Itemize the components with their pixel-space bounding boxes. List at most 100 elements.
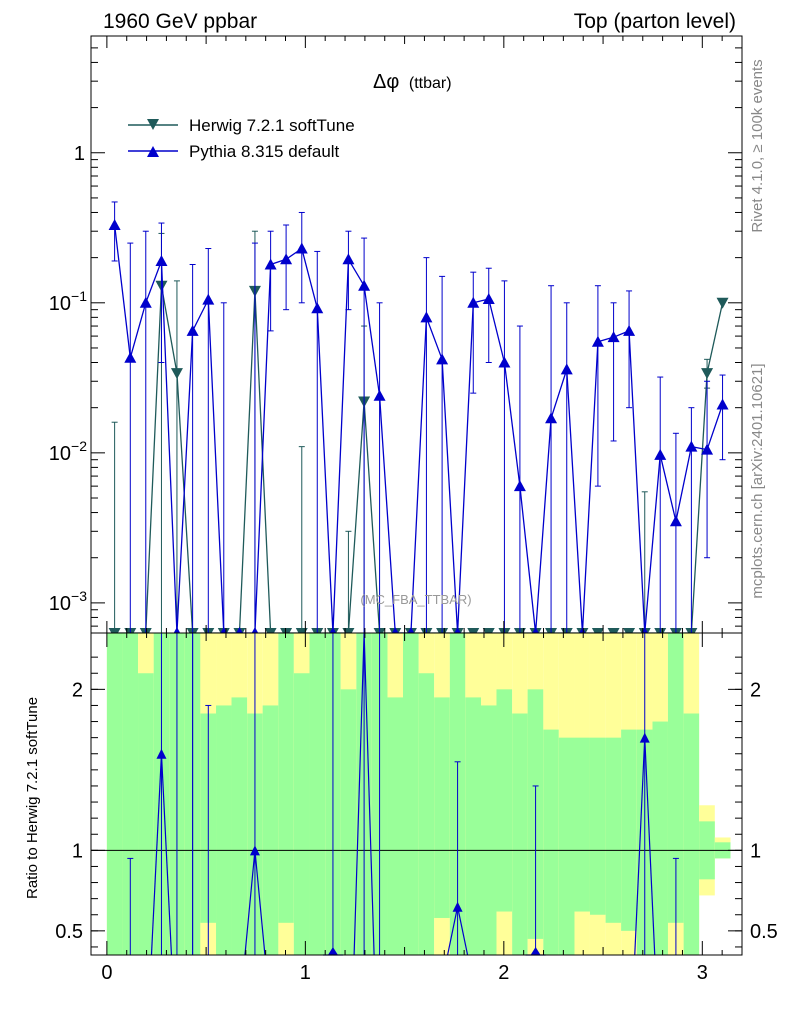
data-point-marker bbox=[482, 293, 495, 305]
legend-herwig-label: Herwig 7.2.1 softTune bbox=[189, 116, 355, 135]
data-point-marker bbox=[701, 443, 714, 455]
data-point-marker bbox=[545, 412, 558, 424]
ratio-axis-ticks: 0.5 0.5 1 1 2 2 0 1 2 3 bbox=[55, 633, 778, 984]
main-y-tick-label: 10−1 bbox=[49, 288, 87, 315]
ratio-data-layer bbox=[91, 632, 742, 956]
ratio-y-tick-label: 2 bbox=[72, 679, 83, 701]
data-point-marker bbox=[108, 219, 121, 231]
mcplots-label: mcplots.cern.ch [arXiv:2401.10621] bbox=[749, 363, 766, 598]
header-right: Top (parton level) bbox=[574, 10, 736, 33]
legend-pythia-label: Pythia 8.315 default bbox=[189, 142, 340, 161]
data-point-marker bbox=[186, 324, 199, 336]
data-point-marker bbox=[513, 480, 526, 492]
ratio-y-tick-label-right: 0.5 bbox=[750, 921, 778, 943]
data-point-marker bbox=[623, 324, 636, 336]
data-point-marker bbox=[311, 302, 324, 314]
uncertainty-band-green bbox=[293, 673, 310, 955]
ratio-point-marker bbox=[530, 947, 541, 955]
data-point-marker bbox=[607, 331, 620, 343]
data-point-marker bbox=[155, 254, 168, 266]
uncertainty-band-green bbox=[465, 697, 482, 955]
ratio-x-tick-label: 1 bbox=[300, 962, 311, 984]
main-y-tick-label: 10−2 bbox=[49, 438, 87, 465]
main-y-tick-label: 1 bbox=[74, 143, 85, 165]
ratio-point-marker bbox=[452, 901, 463, 912]
data-point-marker bbox=[467, 296, 480, 308]
uncertainty-band-green bbox=[216, 705, 232, 955]
ratio-point-marker bbox=[327, 947, 338, 955]
header-left: 1960 GeV ppbar bbox=[103, 10, 257, 33]
chart-title-suffix: (ttbar) bbox=[409, 75, 452, 92]
rivet-label: Rivet 4.1.0, ≥ 100k events bbox=[749, 59, 766, 232]
ratio-line bbox=[634, 737, 646, 956]
ratio-line bbox=[353, 632, 365, 956]
uncertainty-band-green bbox=[138, 673, 154, 955]
uncertainty-band-green bbox=[652, 721, 668, 955]
data-point-marker bbox=[654, 448, 667, 460]
uncertainty-band-green bbox=[122, 633, 139, 955]
ratio-panel-frame bbox=[90, 632, 743, 956]
data-point-marker bbox=[685, 440, 698, 452]
main-axis-ticks: 1 10−1 10−2 10−3 bbox=[49, 35, 742, 633]
uncertainty-band-green bbox=[589, 737, 606, 915]
legend-pythia-marker bbox=[147, 146, 159, 157]
series-line-0 bbox=[114, 285, 724, 634]
data-point-marker bbox=[420, 311, 433, 323]
main-panel bbox=[108, 201, 729, 639]
data-point-marker bbox=[170, 368, 183, 380]
ratio-y-tick-label: 0.5 bbox=[55, 921, 83, 943]
ratio-point-marker bbox=[249, 845, 260, 856]
data-point-marker bbox=[591, 335, 604, 347]
uncertainty-band-green bbox=[403, 633, 419, 955]
uncertainty-band-green bbox=[574, 737, 590, 912]
uncertainty-band-green bbox=[231, 697, 248, 955]
data-point-marker bbox=[139, 296, 152, 308]
ratio-point-marker bbox=[639, 732, 650, 743]
ratio-x-tick-label: 2 bbox=[498, 962, 509, 984]
data-point-marker bbox=[716, 297, 729, 309]
data-point-marker bbox=[701, 368, 714, 380]
ratio-line bbox=[456, 906, 469, 956]
ratio-line bbox=[446, 906, 459, 956]
ratio-y-tick-label: 1 bbox=[72, 840, 83, 862]
legend: Herwig 7.2.1 softTune Pythia 8.315 defau… bbox=[128, 116, 355, 161]
uncertainty-band-green bbox=[278, 633, 294, 923]
ratio-line bbox=[644, 737, 656, 956]
data-point-marker bbox=[295, 242, 308, 254]
data-point-marker bbox=[498, 356, 511, 368]
data-point-marker bbox=[716, 398, 729, 410]
chart-title: Δφ (ttbar) bbox=[373, 71, 452, 93]
ratio-x-tick-label: 0 bbox=[101, 962, 112, 984]
chart-title-symbol: Δφ bbox=[373, 71, 399, 93]
data-point-marker bbox=[342, 253, 355, 265]
main-data-layer bbox=[108, 201, 729, 639]
ratio-y-tick-label-right: 2 bbox=[750, 679, 761, 701]
uncertainty-band-green bbox=[387, 697, 404, 955]
uncertainty-band-green bbox=[481, 705, 497, 955]
uncertainty-band-green bbox=[340, 689, 357, 955]
data-point-marker bbox=[669, 515, 682, 527]
uncertainty-band-green bbox=[309, 633, 326, 955]
data-point-marker bbox=[124, 351, 137, 363]
uncertainty-band-green bbox=[434, 697, 450, 918]
uncertainty-band-green bbox=[106, 633, 123, 955]
ratio-x-tick-label: 3 bbox=[697, 962, 708, 984]
ratio-line bbox=[160, 753, 173, 956]
main-y-tick-label: 10−3 bbox=[49, 588, 87, 615]
data-point-marker bbox=[280, 253, 293, 265]
legend-herwig-marker bbox=[147, 119, 159, 130]
uncertainty-band-green bbox=[512, 713, 528, 955]
data-point-marker bbox=[358, 279, 371, 291]
uncertainty-band-green bbox=[621, 729, 637, 931]
data-point-marker bbox=[264, 258, 277, 270]
ratio-line bbox=[363, 632, 375, 956]
data-point-marker bbox=[373, 389, 386, 401]
ratio-point-marker bbox=[156, 748, 167, 759]
ratio-line bbox=[150, 753, 163, 956]
ratio-ylabel: Ratio to Herwig 7.2.1 softTune bbox=[24, 697, 41, 899]
uncertainty-band-green bbox=[543, 729, 559, 955]
uncertainty-band-green bbox=[605, 737, 622, 923]
uncertainty-band-green bbox=[558, 737, 575, 955]
ratio-line bbox=[244, 850, 256, 956]
